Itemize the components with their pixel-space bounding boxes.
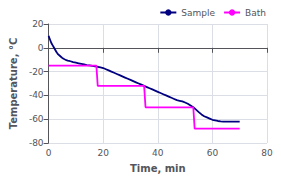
svg-text:0: 0 (38, 43, 44, 53)
svg-text:20: 20 (97, 148, 109, 158)
svg-text:80: 80 (261, 148, 273, 158)
svg-text:40: 40 (152, 148, 164, 158)
svg-text:Temperature, °C: Temperature, °C (8, 38, 19, 130)
svg-text:20: 20 (32, 19, 44, 29)
svg-text:Sample: Sample (181, 8, 215, 18)
svg-text:Time, min: Time, min (130, 163, 186, 174)
svg-text:Bath: Bath (245, 8, 266, 18)
svg-text:60: 60 (207, 148, 219, 158)
svg-text:-80: -80 (29, 138, 44, 148)
svg-text:-40: -40 (29, 90, 44, 100)
svg-text:-60: -60 (29, 114, 44, 124)
svg-text:0: 0 (46, 148, 52, 158)
svg-text:-20: -20 (29, 67, 44, 77)
